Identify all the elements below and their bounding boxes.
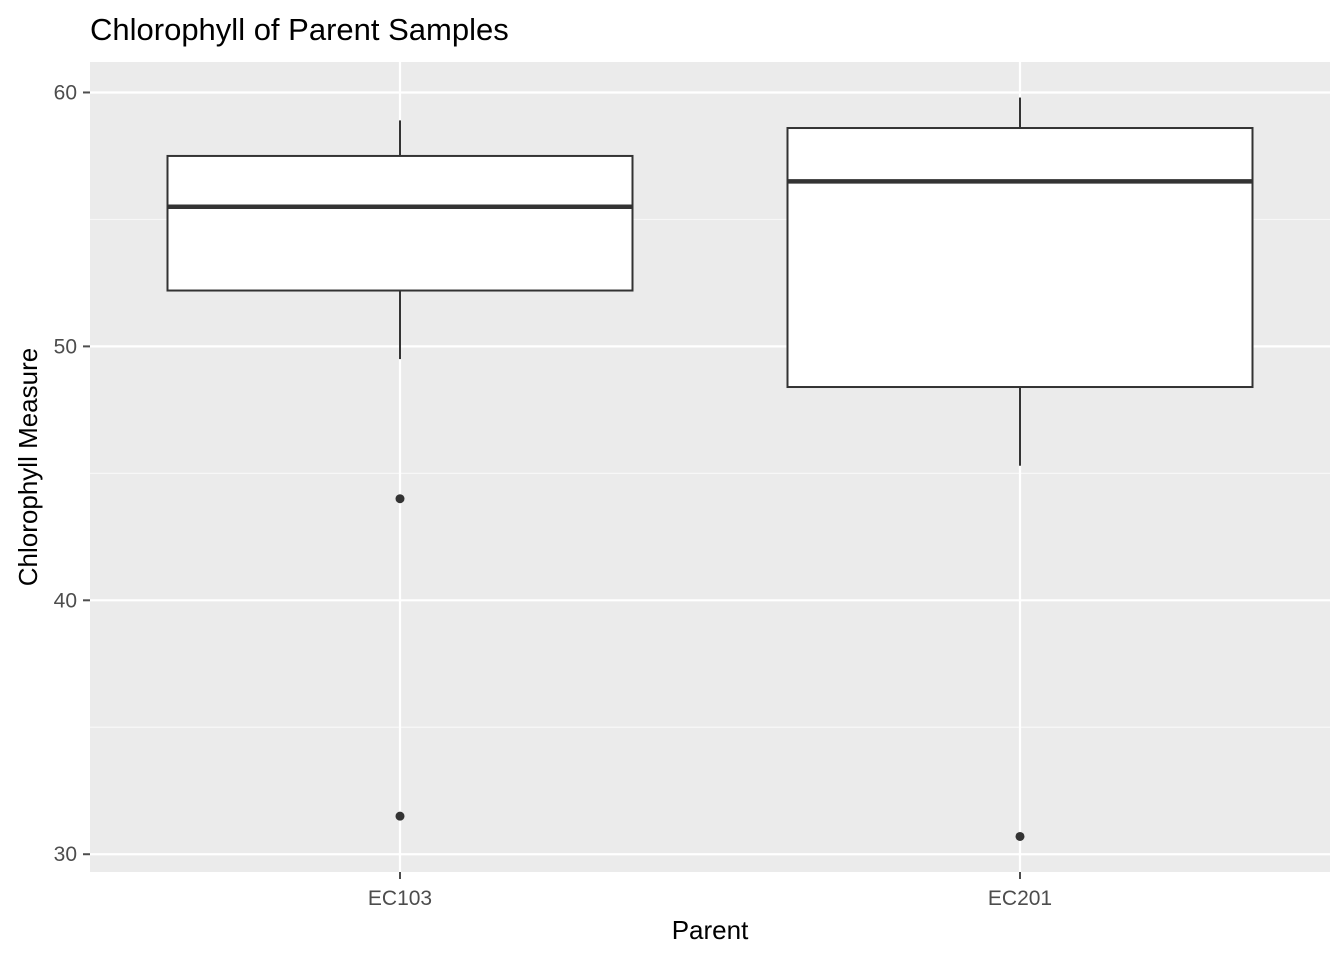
box-iqr: [166, 154, 634, 292]
x-axis-title: Parent: [672, 915, 749, 945]
box-iqr: [786, 127, 1254, 389]
x-axis: EC103 EC201: [368, 872, 1052, 910]
y-tick-label: 50: [54, 335, 77, 358]
y-tick-label: 60: [54, 81, 77, 104]
boxplot-ec201: [786, 97, 1254, 841]
outlier-point: [395, 811, 405, 821]
outlier-point: [395, 494, 405, 504]
y-tick-label: 30: [54, 843, 77, 866]
y-tick-label: 40: [54, 589, 77, 612]
x-tick-label: EC201: [988, 887, 1052, 910]
outlier-point: [1015, 831, 1025, 841]
boxplot-ec103: [166, 120, 634, 821]
boxplots: [166, 97, 1254, 841]
chart-title: Chlorophyll of Parent Samples: [90, 12, 509, 47]
y-axis: 30 40 50 60: [54, 81, 90, 866]
y-axis-title: Chlorophyll Measure: [13, 348, 43, 586]
x-tick-label: EC103: [368, 887, 432, 910]
